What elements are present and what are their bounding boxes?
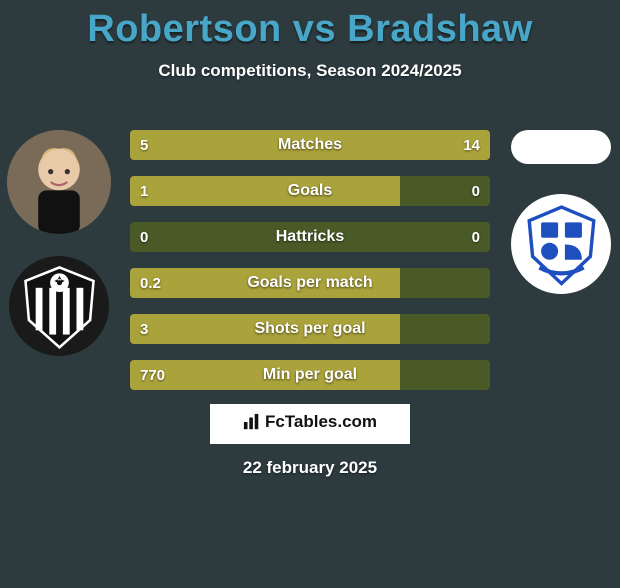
stat-bar-left-fill [130, 360, 400, 390]
stat-bar: 3Shots per goal [130, 314, 490, 344]
subtitle: Club competitions, Season 2024/2025 [0, 61, 620, 81]
stat-bar: 770Min per goal [130, 360, 490, 390]
stat-left-value: 0 [130, 222, 158, 252]
stat-right-value [470, 314, 490, 344]
stat-bar-right-fill [224, 130, 490, 160]
stat-bar-left-fill [130, 268, 400, 298]
stat-bar-left-fill [130, 130, 224, 160]
stat-right-value: 0 [462, 222, 490, 252]
left-club-badge [9, 256, 109, 356]
stat-bar-left-fill [130, 176, 400, 206]
page-title: Robertson vs Bradshaw [0, 8, 620, 51]
stat-bar-left-fill [130, 314, 400, 344]
brand-text: FcTables.com [265, 412, 377, 432]
footer-block: FcTables.com 22 february 2025 [0, 400, 620, 478]
stat-bar: 0.2Goals per match [130, 268, 490, 298]
bars-icon [243, 413, 261, 431]
stat-right-value [470, 360, 490, 390]
brand-label: FcTables.com [243, 412, 377, 432]
club-badge-icon [17, 264, 102, 349]
left-player-avatar [7, 130, 111, 234]
left-column [4, 130, 114, 356]
comparison-bars: 514Matches10Goals00Hattricks0.2Goals per… [130, 130, 490, 406]
club-badge-icon [519, 202, 604, 287]
person-icon [7, 130, 111, 234]
stat-right-value [470, 268, 490, 298]
right-player-avatar-placeholder [511, 130, 611, 164]
stat-label: Hattricks [130, 222, 490, 252]
brand-box: FcTables.com [210, 404, 410, 444]
stat-bar: 514Matches [130, 130, 490, 160]
right-column [506, 130, 616, 294]
stat-bar: 0 0Hattricks [130, 222, 490, 252]
stat-right-value: 0 [462, 176, 490, 206]
right-club-badge [511, 194, 611, 294]
footer-date: 22 february 2025 [0, 458, 620, 478]
stat-bar: 10Goals [130, 176, 490, 206]
